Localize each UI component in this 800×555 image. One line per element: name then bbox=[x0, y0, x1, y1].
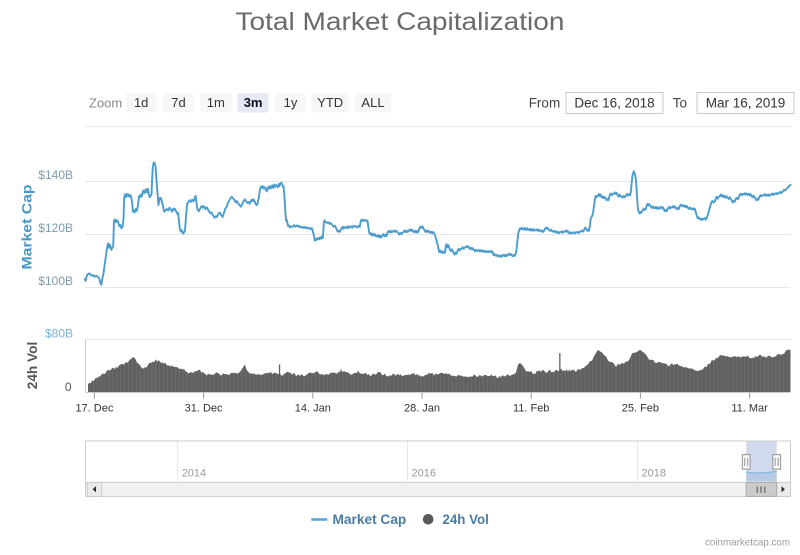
svg-text:coinmarketcap.com: coinmarketcap.com bbox=[705, 536, 790, 548]
svg-text:To: To bbox=[673, 96, 687, 111]
svg-text:Total Market Capitalization: Total Market Capitalization bbox=[236, 8, 565, 36]
svg-text:From: From bbox=[529, 96, 561, 111]
svg-text:2014: 2014 bbox=[182, 468, 206, 480]
svg-text:$100B: $100B bbox=[38, 274, 73, 288]
svg-text:3m: 3m bbox=[244, 95, 263, 110]
svg-text:28. Jan: 28. Jan bbox=[404, 403, 440, 415]
svg-text:24h Vol: 24h Vol bbox=[443, 512, 489, 527]
svg-text:ALL: ALL bbox=[361, 95, 384, 110]
svg-text:Market Cap: Market Cap bbox=[19, 185, 35, 270]
svg-text:11. Feb: 11. Feb bbox=[513, 403, 550, 415]
svg-text:0: 0 bbox=[65, 380, 72, 394]
svg-text:Market Cap: Market Cap bbox=[333, 512, 407, 527]
svg-text:31. Dec: 31. Dec bbox=[185, 403, 223, 415]
svg-text:YTD: YTD bbox=[317, 95, 343, 110]
svg-text:1d: 1d bbox=[134, 95, 148, 110]
svg-text:11. Mar: 11. Mar bbox=[731, 403, 768, 415]
svg-text:1m: 1m bbox=[207, 95, 225, 110]
svg-text:Dec 16, 2018: Dec 16, 2018 bbox=[574, 96, 654, 111]
svg-text:7d: 7d bbox=[171, 95, 185, 110]
svg-text:24h Vol: 24h Vol bbox=[24, 342, 40, 390]
svg-text:2016: 2016 bbox=[412, 468, 436, 480]
svg-text:Mar 16, 2019: Mar 16, 2019 bbox=[706, 96, 786, 111]
svg-text:$80B: $80B bbox=[45, 327, 73, 341]
svg-text:14. Jan: 14. Jan bbox=[295, 403, 331, 415]
svg-text:$140B: $140B bbox=[38, 168, 73, 182]
svg-text:$120B: $120B bbox=[38, 221, 73, 235]
svg-text:2018: 2018 bbox=[642, 468, 666, 480]
svg-text:1y: 1y bbox=[284, 95, 298, 110]
svg-text:Zoom: Zoom bbox=[89, 96, 122, 111]
svg-text:17. Dec: 17. Dec bbox=[75, 403, 113, 415]
svg-text:25. Feb: 25. Feb bbox=[622, 403, 659, 415]
